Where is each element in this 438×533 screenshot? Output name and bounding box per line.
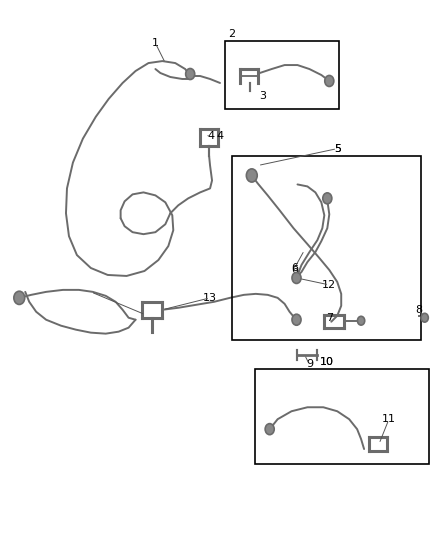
Circle shape xyxy=(265,424,274,434)
Text: 1: 1 xyxy=(152,38,159,48)
Text: 12: 12 xyxy=(322,280,336,290)
Circle shape xyxy=(246,169,257,182)
Circle shape xyxy=(421,313,428,322)
Circle shape xyxy=(325,76,334,86)
Circle shape xyxy=(357,316,365,325)
Text: 6: 6 xyxy=(291,265,298,275)
Text: 10: 10 xyxy=(320,358,334,367)
Circle shape xyxy=(323,193,332,204)
Circle shape xyxy=(292,272,301,284)
Text: 6: 6 xyxy=(291,263,298,273)
Text: 4: 4 xyxy=(216,131,223,141)
Circle shape xyxy=(186,69,195,79)
Bar xyxy=(225,41,339,109)
Text: 2: 2 xyxy=(228,29,236,39)
Text: 5: 5 xyxy=(334,143,341,154)
Circle shape xyxy=(292,314,301,325)
Bar xyxy=(232,156,421,340)
Text: 4: 4 xyxy=(208,131,215,141)
Circle shape xyxy=(14,291,25,304)
Text: 13: 13 xyxy=(203,293,217,303)
Text: 8: 8 xyxy=(415,305,422,315)
Text: 3: 3 xyxy=(259,91,266,101)
Text: 11: 11 xyxy=(382,414,396,424)
Text: 9: 9 xyxy=(306,359,313,369)
Text: 7: 7 xyxy=(326,313,333,323)
Text: 5: 5 xyxy=(334,143,341,154)
Bar xyxy=(255,369,429,464)
Text: 10: 10 xyxy=(320,358,334,367)
